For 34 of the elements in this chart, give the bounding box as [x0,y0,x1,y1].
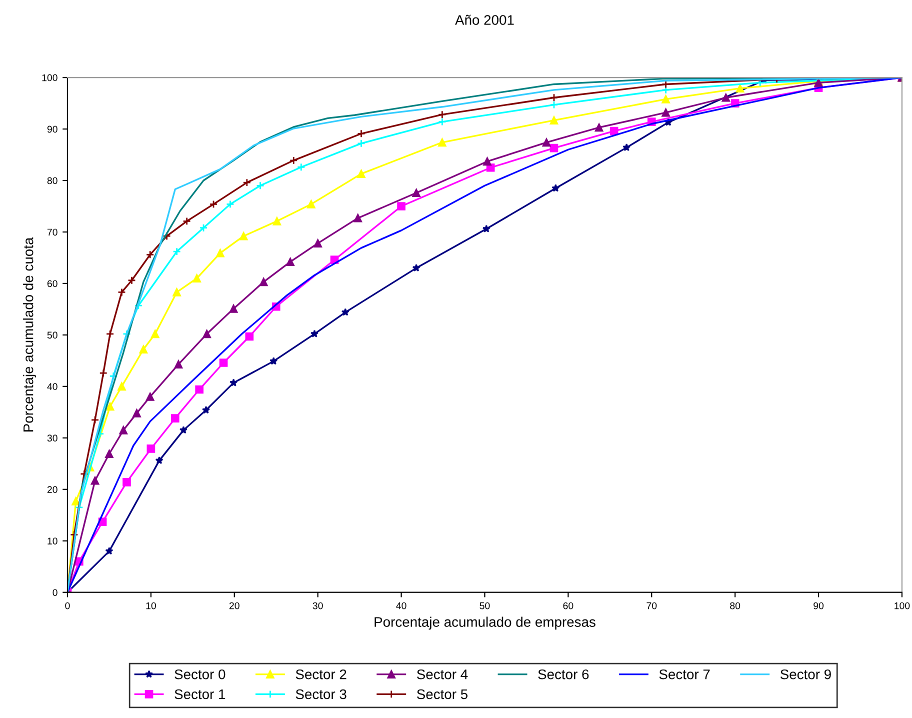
y-tick-label: 20 [47,486,58,494]
x-tick-label: 70 [646,602,657,610]
legend-label: Sector 4 [416,669,468,680]
y-tick-label: 30 [47,434,58,442]
legend-label: Sector 3 [296,689,346,700]
y-tick-label: 100 [42,74,58,82]
y-tick-label: 80 [47,177,58,184]
x-tick-label: 50 [480,602,490,610]
x-tick-label: 90 [814,602,824,610]
x-tick-label: 80 [730,602,740,610]
legend-label: Sector 6 [538,669,589,680]
x-tick-label: 30 [312,602,323,610]
x-tick-label: 20 [229,602,240,610]
x-tick-label: 10 [146,602,156,610]
legend-label: Sector 7 [659,669,710,680]
y-tick-label: 90 [47,126,58,133]
y-tick-label: 60 [47,280,58,288]
legend-label: Sector 5 [416,689,468,700]
chart-title: Año 2001 [455,14,514,25]
legend-label: Sector 2 [296,669,346,680]
legend-label: Sector 1 [174,689,226,700]
x-tick-label: 60 [563,602,574,610]
y-tick-label: 40 [47,383,58,390]
x-tick-label: 40 [396,602,406,610]
legend-label: Sector 9 [780,669,831,680]
y-tick-label: 70 [47,228,58,236]
y-tick-label: 50 [47,332,58,339]
y-axis-title: Porcentaje acumulado de cuota [23,237,36,432]
legend-label: Sector 0 [174,669,226,680]
x-axis-title: Porcentaje acumulado de empresas [374,616,596,630]
x-tick-label: 100 [894,602,910,610]
x-tick-label: 0 [65,602,70,610]
y-tick-label: 10 [48,538,58,544]
y-tick-label: 0 [52,589,58,596]
